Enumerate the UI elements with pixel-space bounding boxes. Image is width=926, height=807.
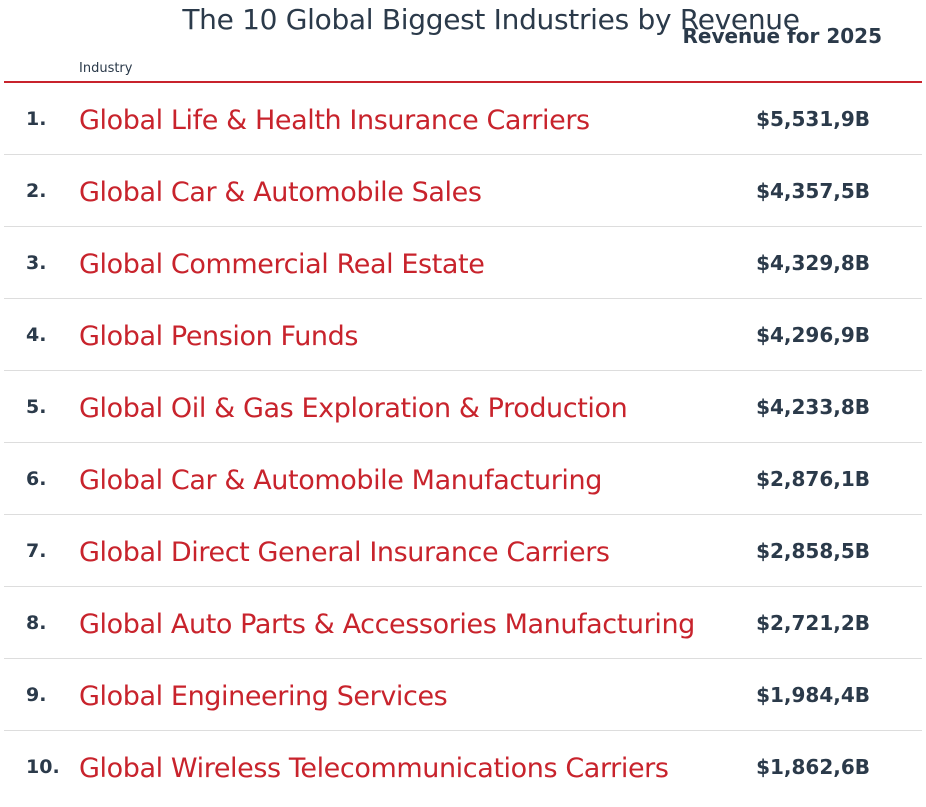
revenue-value: $4,357,5B <box>756 179 870 203</box>
table-row: 7. Global Direct General Insurance Carri… <box>4 515 922 587</box>
rank-number: 5. <box>26 396 47 418</box>
revenue-value: $1,862,6B <box>756 755 870 779</box>
table-row: 10. Global Wireless Telecommunications C… <box>4 731 922 803</box>
rank-number: 3. <box>26 252 47 274</box>
page-title: The 10 Global Biggest Industries by Reve… <box>182 3 800 36</box>
rank-number: 7. <box>26 540 47 562</box>
table-row: 2. Global Car & Automobile Sales $4,357,… <box>4 155 922 227</box>
rank-number: 4. <box>26 324 47 346</box>
industry-link[interactable]: Global Wireless Telecommunications Carri… <box>79 753 669 784</box>
revenue-value: $2,876,1B <box>756 467 870 491</box>
revenue-value: $1,984,4B <box>756 683 870 707</box>
rank-number: 8. <box>26 612 47 634</box>
rank-number: 9. <box>26 684 47 706</box>
industry-link[interactable]: Global Life & Health Insurance Carriers <box>79 105 590 136</box>
industry-link[interactable]: Global Car & Automobile Manufacturing <box>79 465 602 496</box>
revenue-value: $2,858,5B <box>756 539 870 563</box>
table-row: 6. Global Car & Automobile Manufacturing… <box>4 443 922 515</box>
revenue-value: $5,531,9B <box>756 107 870 131</box>
industry-link[interactable]: Global Auto Parts & Accessories Manufact… <box>79 609 695 640</box>
table-row: 5. Global Oil & Gas Exploration & Produc… <box>4 371 922 443</box>
revenue-value: $4,233,8B <box>756 395 870 419</box>
revenue-value: $4,296,9B <box>756 323 870 347</box>
revenue-value: $2,721,2B <box>756 611 870 635</box>
industry-link[interactable]: Global Pension Funds <box>79 321 359 352</box>
industry-link[interactable]: Global Car & Automobile Sales <box>79 177 482 208</box>
industry-link[interactable]: Global Engineering Services <box>79 681 448 712</box>
table-row: 1. Global Life & Health Insurance Carrie… <box>4 83 922 155</box>
rank-number: 6. <box>26 468 47 490</box>
table-row: 8. Global Auto Parts & Accessories Manuf… <box>4 587 922 659</box>
table-row: 9. Global Engineering Services $1,984,4B <box>4 659 922 731</box>
table-row: 3. Global Commercial Real Estate $4,329,… <box>4 227 922 299</box>
rank-number: 10. <box>26 756 60 778</box>
industry-link[interactable]: Global Oil & Gas Exploration & Productio… <box>79 393 628 424</box>
rank-number: 2. <box>26 180 47 202</box>
column-header-industry: Industry <box>79 61 133 76</box>
table-row: 4. Global Pension Funds $4,296,9B <box>4 299 922 371</box>
industry-link[interactable]: Global Direct General Insurance Carriers <box>79 537 610 568</box>
column-header-revenue: Revenue for 2025 <box>682 24 882 48</box>
industry-link[interactable]: Global Commercial Real Estate <box>79 249 485 280</box>
header-divider <box>4 81 922 83</box>
revenue-value: $4,329,8B <box>756 251 870 275</box>
industry-list: 1. Global Life & Health Insurance Carrie… <box>4 83 922 803</box>
rank-number: 1. <box>26 108 47 130</box>
